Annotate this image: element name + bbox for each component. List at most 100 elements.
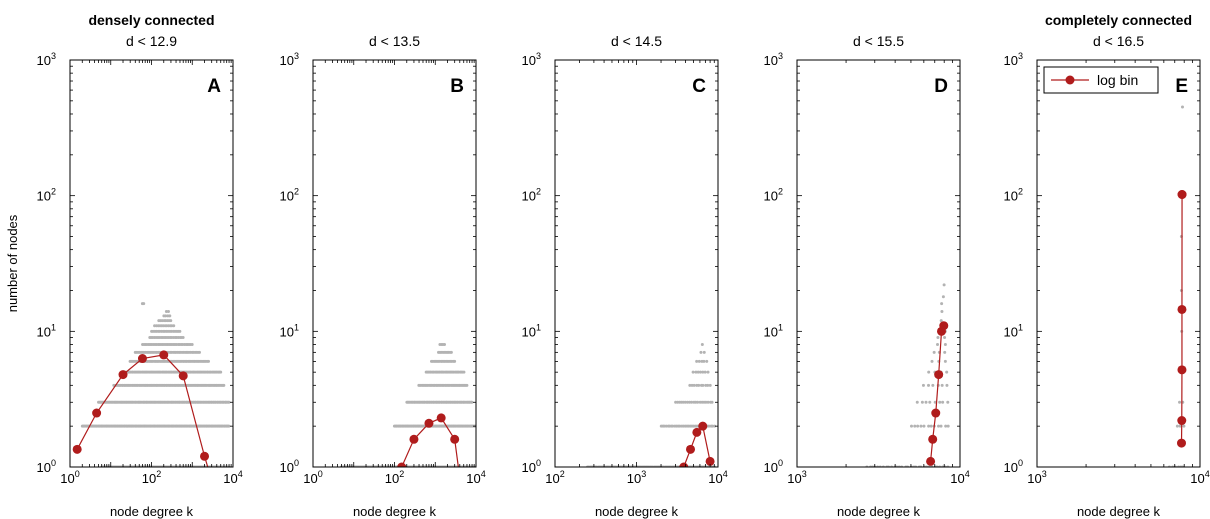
y-tick-label: 103 [1004, 51, 1023, 68]
scatter-point [470, 400, 474, 404]
scatter-point [443, 342, 446, 346]
scatter-point [1175, 424, 1179, 428]
scatter-point [710, 424, 714, 428]
scatter-point [172, 324, 176, 328]
scatter-point [946, 424, 950, 428]
scatter-point [927, 424, 931, 428]
panel-letter: E [1175, 76, 1188, 97]
scatter-point [703, 370, 707, 374]
legend-label: log bin [1097, 72, 1138, 88]
x-axis-label: node degree k [1077, 504, 1161, 519]
scatter-point [166, 310, 170, 314]
scatter-point [938, 400, 942, 404]
scatter-point [932, 350, 936, 354]
scatter-point [692, 383, 696, 387]
y-tick-label: 103 [522, 51, 541, 68]
scatter-point [164, 310, 168, 314]
log-bin-point [137, 354, 147, 364]
axes-frame [554, 59, 719, 468]
scatter-point [694, 370, 698, 374]
x-tick-label: 100 [303, 469, 322, 486]
scatter-point [939, 424, 943, 428]
panel-title: densely connected [88, 12, 214, 28]
scatter-point [915, 400, 919, 404]
log-bin-point [679, 462, 689, 467]
scatter-point [164, 314, 168, 318]
scatter-point [169, 319, 173, 323]
scatter-point [936, 342, 940, 346]
y-tick-label: 103 [37, 51, 56, 68]
scatter-point [700, 342, 704, 346]
log-bin-point [424, 418, 434, 428]
scatter-point [919, 424, 923, 428]
panel-subtitle: d < 15.5 [853, 33, 904, 49]
scatter-point [181, 336, 185, 340]
plot-area [339, 342, 476, 512]
x-tick-label: 104 [466, 469, 485, 486]
x-tick-label: 104 [708, 469, 727, 486]
panel-letter: A [207, 76, 221, 97]
scatter-point [1180, 105, 1184, 109]
panel-subtitle: d < 13.5 [369, 33, 420, 49]
plot-area [586, 342, 717, 467]
log-bin-point [459, 503, 468, 512]
panel-letter: C [692, 76, 706, 97]
scatter-point [707, 424, 711, 428]
x-tick-label: 103 [1027, 469, 1046, 486]
x-tick-label: 103 [627, 469, 646, 486]
plot-area [1167, 105, 1187, 467]
scatter-point [937, 424, 941, 428]
log-bin-point [698, 421, 708, 431]
x-tick-label: 100 [60, 469, 79, 486]
scatter-point [706, 400, 710, 404]
axes-frame [1036, 59, 1201, 468]
panel-subtitle: d < 14.5 [611, 33, 662, 49]
scatter-point [705, 359, 709, 363]
log-bin-line [401, 417, 459, 467]
y-tick-label: 100 [1004, 458, 1023, 475]
scatter-point [699, 350, 703, 354]
panel-subtitle: d < 12.9 [126, 33, 177, 49]
y-tick-label: 101 [280, 322, 299, 339]
log-bin-point [159, 350, 169, 360]
scatter-point [190, 342, 194, 346]
x-tick-label: 104 [1190, 469, 1209, 486]
scatter-point [1182, 424, 1186, 428]
y-tick-label: 102 [522, 187, 541, 204]
log-bin-point [397, 462, 407, 467]
axes-frame [312, 59, 477, 468]
scatter-point [695, 359, 699, 363]
legend-marker [1065, 75, 1075, 85]
x-axis-label: node degree k [353, 504, 437, 519]
scatter-point [945, 370, 949, 374]
scatter-point [940, 302, 944, 306]
scatter-point [943, 350, 947, 354]
scatter-point [943, 359, 947, 363]
log-bin-point [178, 371, 188, 381]
scatter-point [219, 370, 223, 374]
y-tick-label: 102 [764, 187, 783, 204]
scatter-point [929, 424, 933, 428]
scatter-point [688, 383, 692, 387]
scatter-point [698, 370, 702, 374]
log-bin-point [436, 413, 446, 423]
scatter-point [928, 400, 932, 404]
log-bin-line [1180, 194, 1183, 444]
scatter-point [678, 424, 682, 428]
scatter-point [1178, 400, 1182, 404]
scatter-point [453, 359, 457, 363]
scatter-point [909, 424, 913, 428]
panel-b: 100 102 104 100 101 102 103 node degree k d < 13… [280, 33, 486, 519]
scatter-point [942, 283, 946, 287]
y-tick-label: 102 [37, 187, 56, 204]
scatter-point [465, 383, 469, 387]
panel-e: 103 104 100 101 102 103 node degree k completel… [1004, 12, 1210, 519]
scatter-point [930, 359, 934, 363]
log-bin-point [1177, 365, 1187, 375]
scatter-point [664, 424, 668, 428]
scatter-point [702, 359, 706, 363]
plot-area [865, 283, 950, 467]
scatter-point [931, 383, 935, 387]
scatter-point [710, 400, 714, 404]
